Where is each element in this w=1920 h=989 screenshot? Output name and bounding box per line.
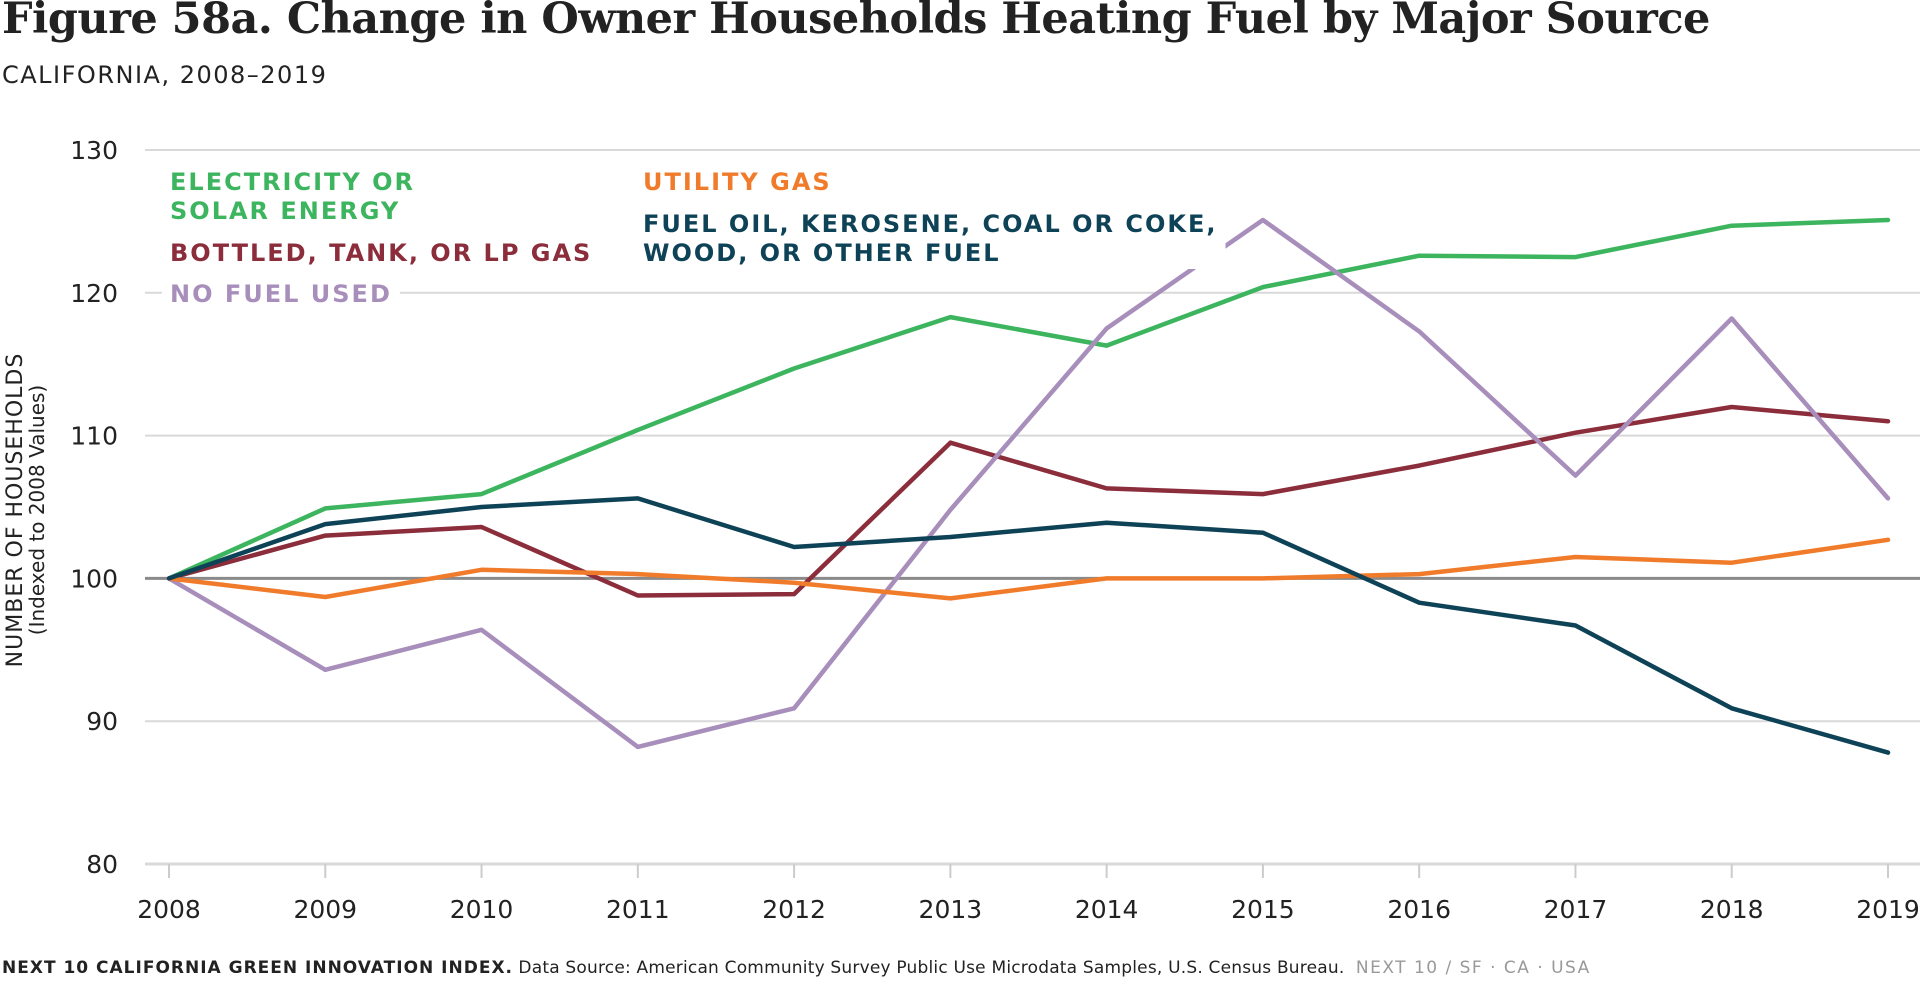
x-tick-label: 2018 [1700, 895, 1764, 924]
x-tick-label: 2016 [1387, 895, 1451, 924]
x-tick-label: 2009 [293, 895, 357, 924]
x-tick-label: 2017 [1544, 895, 1608, 924]
axes: 80 90 100 110 120 130 2008 2009 2010 2011 2012 2013… [3, 136, 1920, 924]
legend-label-5: FUEL OIL, KEROSENE, COAL OR COKE, WOOD, O… [643, 210, 1218, 267]
legend-label-line: FUEL OIL, KEROSENE, COAL OR COKE, [643, 210, 1218, 238]
series-line-4 [166, 537, 1891, 601]
legend-label-line: WOOD, OR OTHER FUEL [643, 239, 1001, 267]
legend-bg [162, 278, 400, 310]
footer: NEXT 10 CALIFORNIA GREEN INNOVATION INDE… [2, 958, 1591, 978]
footer-brand: NEXT 10 CALIFORNIA GREEN INNOVATION INDE… [2, 958, 514, 978]
x-tick-label: 2011 [606, 895, 670, 924]
legend-label-line: BOTTLED, TANK, OR LP GAS [170, 239, 592, 267]
legend-label-line: NO FUEL USED [170, 280, 392, 308]
series-line-5 [166, 496, 1891, 755]
legend-bg [635, 208, 1226, 269]
legend-label-line: ELECTRICITY OR [170, 168, 415, 196]
legend-bg [635, 166, 840, 198]
legend-label-2: BOTTLED, TANK, OR LP GAS [170, 239, 592, 267]
x-tick-label: 2015 [1231, 895, 1295, 924]
x-tick-label: 2008 [137, 895, 201, 924]
legend-bg [162, 166, 424, 227]
y-tick-label: 130 [70, 136, 118, 165]
y-tick-label: 80 [86, 850, 118, 879]
chart-subtitle: CALIFORNIA, 2008–2019 [2, 61, 328, 89]
legend: ELECTRICITY OR SOLAR ENERGY BOTTLED, TANK,… [162, 166, 1226, 310]
legend-label-line: SOLAR ENERGY [170, 197, 400, 225]
series-lines [166, 217, 1891, 755]
legend-label-1: ELECTRICITY OR SOLAR ENERGY [170, 168, 415, 225]
series-line-1 [166, 217, 1891, 581]
x-tick-label: 2013 [919, 895, 983, 924]
series-line-2 [166, 404, 1891, 598]
y-tick-label: 90 [86, 707, 118, 736]
legend-bg [162, 237, 601, 269]
chart-title: Figure 58a. Change in Owner Households H… [2, 0, 1710, 44]
legend-label-line: UTILITY GAS [643, 168, 832, 196]
footer-tag: NEXT 10 / SF · CA · USA [1355, 958, 1591, 978]
legend-label-3: NO FUEL USED [170, 280, 392, 308]
y-tick-label: 100 [70, 564, 118, 593]
y-tick-label: 120 [70, 279, 118, 308]
footer-source: Data Source: American Community Survey P… [518, 958, 1345, 978]
x-tick-label: 2010 [450, 895, 514, 924]
y-axis-title: NUMBER OF HOUSEHOLDS [3, 353, 28, 668]
series-line-3 [166, 217, 1891, 750]
y-axis-subtitle: (Indexed to 2008 Values) [25, 385, 49, 635]
y-tick-label: 110 [70, 422, 118, 451]
legend-label-4: UTILITY GAS [643, 168, 832, 196]
x-tick-label: 2019 [1856, 895, 1920, 924]
x-tick-label: 2014 [1075, 895, 1139, 924]
x-tick-label: 2012 [762, 895, 826, 924]
line-chart: 80 90 100 110 120 130 2008 2009 2010 2011 2012 2013… [3, 136, 1920, 924]
